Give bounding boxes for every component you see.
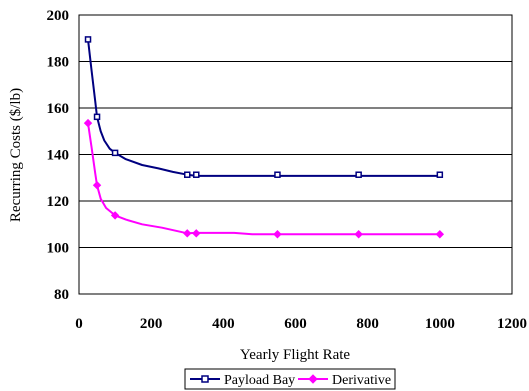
series-layer bbox=[83, 36, 445, 239]
y-tick-label: 160 bbox=[47, 101, 70, 117]
legend-label-derivative: Derivative bbox=[332, 373, 391, 388]
data-point bbox=[83, 118, 93, 128]
data-point bbox=[111, 149, 119, 157]
series-derivative bbox=[83, 118, 445, 239]
y-tick-label: 100 bbox=[47, 241, 70, 257]
legend-label-payload-bay: Payload Bay bbox=[224, 373, 295, 388]
data-point bbox=[193, 171, 200, 178]
data-point bbox=[435, 230, 445, 239]
data-point bbox=[184, 171, 191, 178]
y-tick-label: 120 bbox=[47, 194, 70, 210]
data-point bbox=[354, 230, 363, 239]
legend-marker-payload-bay bbox=[201, 375, 209, 383]
y-axis-tick-labels: 80 100 120 140 160 180 200 bbox=[47, 8, 70, 303]
y-tick-label: 80 bbox=[54, 287, 69, 303]
data-point bbox=[84, 36, 92, 43]
plot-frame bbox=[78, 14, 513, 295]
legend: Payload Bay Derivative bbox=[184, 368, 396, 390]
x-tick-label: 0 bbox=[75, 316, 83, 332]
data-point bbox=[355, 171, 362, 178]
x-tick-label: 800 bbox=[356, 316, 379, 332]
legend-box bbox=[184, 368, 396, 390]
series-payload-bay bbox=[84, 36, 444, 178]
y-tick-label: 200 bbox=[47, 8, 70, 24]
data-point bbox=[274, 171, 281, 178]
series-line-payload-bay bbox=[87, 38, 441, 177]
x-tick-label: 1200 bbox=[497, 316, 527, 332]
x-tick-label: 600 bbox=[284, 316, 307, 332]
data-point bbox=[110, 211, 120, 220]
gridlines bbox=[79, 61, 512, 248]
data-point bbox=[92, 180, 102, 190]
data-point bbox=[192, 229, 201, 238]
y-axis-title: Recurring Costs ($/lb) bbox=[8, 88, 24, 222]
x-axis-title: Yearly Flight Rate bbox=[240, 347, 350, 363]
legend-marker-derivative bbox=[308, 374, 318, 384]
data-point bbox=[183, 229, 192, 238]
y-tick-label: 180 bbox=[47, 55, 70, 71]
y-tick-label: 140 bbox=[47, 148, 70, 164]
data-point bbox=[436, 171, 444, 178]
x-tick-label: 1000 bbox=[425, 316, 455, 332]
data-point bbox=[93, 113, 101, 121]
x-tick-label: 400 bbox=[212, 316, 235, 332]
x-axis-tick-labels: 0 200 400 600 800 1000 1200 bbox=[75, 316, 527, 332]
data-point bbox=[273, 230, 282, 239]
x-tick-label: 200 bbox=[140, 316, 163, 332]
series-line-derivative bbox=[87, 122, 441, 236]
